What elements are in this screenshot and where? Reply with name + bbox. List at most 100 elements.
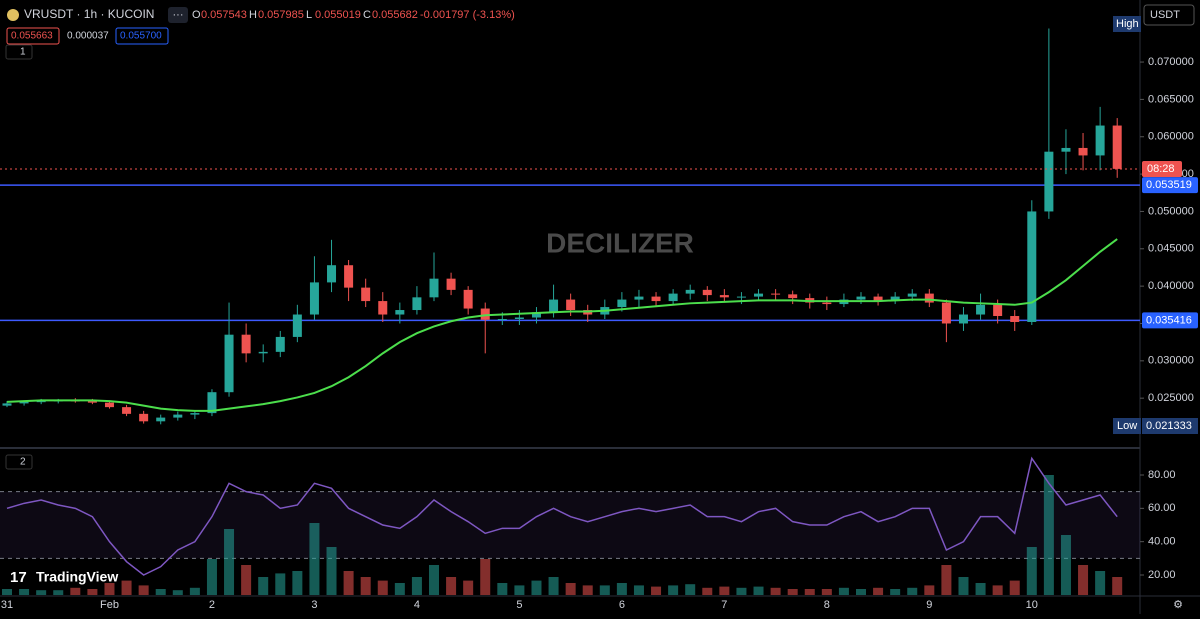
candle-body <box>241 334 251 354</box>
candle-body <box>224 334 234 393</box>
candle-body <box>446 278 456 290</box>
volume-bar <box>87 589 98 595</box>
candle-body <box>924 293 934 303</box>
volume-bar <box>138 585 149 595</box>
volume-bar <box>189 587 200 595</box>
badge-bg <box>115 27 169 45</box>
low-value: 0.021333 <box>1146 420 1192 432</box>
candle-body <box>87 401 97 403</box>
candle-body <box>395 310 405 315</box>
ohlc-key: H <box>249 9 257 21</box>
symbol-title[interactable]: VRUSDT · 1h · KUCOIN <box>24 7 154 21</box>
currency[interactable]: USDT <box>1150 9 1180 21</box>
pane-number[interactable]: 2 <box>20 457 26 468</box>
x-tick-label: 10 <box>1026 599 1038 611</box>
candle-body <box>122 407 132 414</box>
volume-bar <box>309 523 320 595</box>
candle-body <box>566 299 576 311</box>
currency-button[interactable] <box>1143 4 1195 26</box>
volume-bar <box>121 580 132 595</box>
volume-bar <box>531 580 542 595</box>
y-tick-label: 0.070000 <box>1148 56 1194 68</box>
pane-toggle[interactable] <box>5 44 33 60</box>
volume-bar <box>1112 577 1123 595</box>
ohlc-value: 0.057543 <box>201 9 247 21</box>
pane-number[interactable]: 1 <box>20 47 26 58</box>
ohlc-value: 0.057985 <box>258 9 304 21</box>
volume-bar <box>582 585 593 595</box>
pane-toggle[interactable] <box>5 454 33 470</box>
volume-bar <box>241 565 252 595</box>
low-value-bg <box>1142 418 1198 434</box>
volume-bar <box>1095 571 1106 595</box>
candle-body <box>788 294 798 299</box>
settings-icon[interactable]: ⚙ <box>1173 599 1183 611</box>
volume-bar <box>685 584 696 595</box>
volume-bar <box>258 577 269 595</box>
candle-body <box>1044 151 1054 212</box>
x-tick-label: 4 <box>414 599 420 611</box>
candle-body <box>907 293 917 297</box>
candle-body <box>941 302 951 324</box>
volume-bar <box>172 590 183 595</box>
badge: 0.055663 <box>11 31 53 42</box>
candle-body <box>1027 211 1037 322</box>
countdown-bg <box>1142 161 1182 178</box>
volume-bar <box>206 559 217 595</box>
volume-bar <box>924 585 935 595</box>
candle-body <box>514 317 524 319</box>
volume-bar <box>224 529 235 595</box>
y-tick-label: 0.040000 <box>1148 280 1194 292</box>
candle-body <box>156 417 166 422</box>
logo-mark: 17 <box>10 569 27 586</box>
x-tick-label: Feb <box>100 599 119 611</box>
volume-bar <box>411 577 422 595</box>
low-label: Low <box>1117 420 1137 432</box>
candle-body <box>292 314 302 337</box>
volume-bar <box>70 587 81 595</box>
volume-bar <box>804 589 815 595</box>
volume-bar <box>36 590 47 595</box>
candle-body <box>327 265 337 283</box>
badge: 0.055700 <box>120 31 162 42</box>
volume-bar <box>787 589 798 595</box>
volume-bar <box>992 585 1003 595</box>
rsi-band <box>0 491 1140 559</box>
x-tick-label: 9 <box>926 599 932 611</box>
volume-bar <box>497 583 508 595</box>
volume-bar <box>1043 475 1054 595</box>
volume-bar <box>292 571 303 595</box>
more-icon[interactable]: ··· <box>173 9 184 21</box>
countdown: 08:28 <box>1147 163 1175 175</box>
volume-bar <box>1060 535 1071 595</box>
candle-body <box>173 414 183 418</box>
badge: 0.000037 <box>67 31 109 42</box>
candle-body <box>412 297 422 311</box>
price-label-bg <box>1142 177 1198 194</box>
volume-bar <box>890 589 901 595</box>
hline-label: 0.053519 <box>1146 179 1192 191</box>
volume-bar <box>548 577 559 595</box>
watermark: DECILIZER <box>546 227 694 258</box>
volume-bar <box>463 580 474 595</box>
candle-body <box>344 265 354 288</box>
ma-line <box>6 238 1118 412</box>
more-button[interactable] <box>168 7 188 23</box>
candle-body <box>497 318 507 320</box>
volume-bar <box>958 577 969 595</box>
candle-body <box>190 413 200 415</box>
volume-bar <box>480 559 491 595</box>
y-tick-label: 0.045000 <box>1148 243 1194 255</box>
candle-body <box>258 351 268 354</box>
candle-body <box>856 296 866 300</box>
y-tick-label: 0.060000 <box>1148 131 1194 143</box>
volume-bar <box>1026 547 1037 595</box>
x-tick-label: 2 <box>209 599 215 611</box>
volume-bar <box>155 589 166 595</box>
candle-body <box>873 296 883 302</box>
y-tick-label: 0.050000 <box>1148 205 1194 217</box>
candle-body <box>617 299 627 308</box>
symbol-icon <box>7 9 19 21</box>
candle-body <box>549 299 559 313</box>
